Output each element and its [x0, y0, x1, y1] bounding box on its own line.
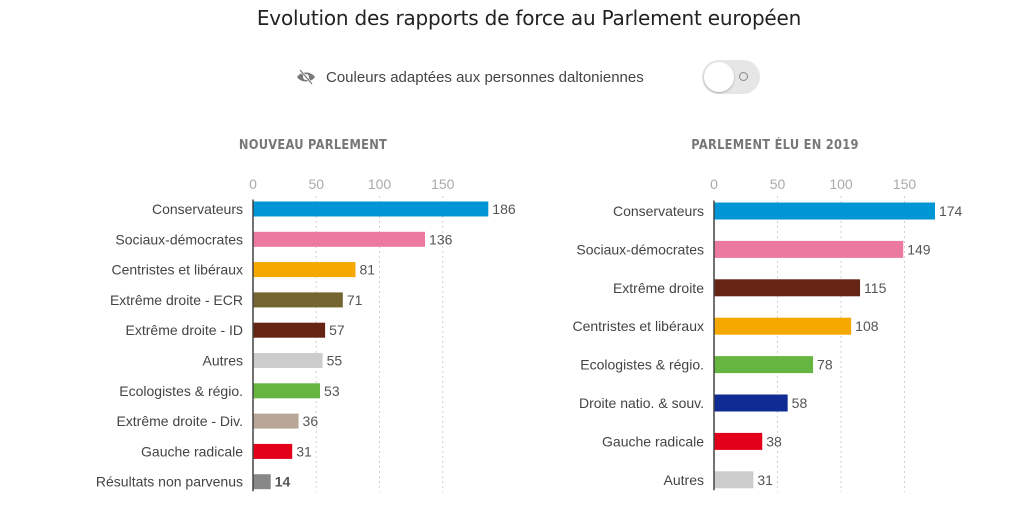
category-label: Ecologistes & régio.	[580, 357, 704, 373]
colorblind-option: Couleurs adaptées aux personnes daltonie…	[296, 62, 644, 92]
tick-label: 0	[249, 176, 257, 192]
category-label: Conservateurs	[152, 201, 243, 217]
toggle-knob	[704, 62, 734, 92]
category-label: Gauche radicale	[602, 433, 704, 449]
tick-label: 0	[710, 176, 718, 192]
value-label: 55	[327, 353, 343, 369]
value-label: 71	[347, 292, 363, 308]
bar[interactable]	[253, 201, 489, 217]
category-label: Résultats non parvenus	[96, 474, 243, 490]
bar[interactable]	[253, 443, 293, 459]
category-label: Centristes et libéraux	[111, 262, 243, 278]
bar[interactable]	[714, 394, 788, 412]
value-label: 115	[864, 280, 887, 296]
bar[interactable]	[253, 474, 271, 490]
category-label: Gauche radicale	[141, 443, 243, 459]
value-label: 57	[329, 322, 345, 338]
colorblind-label: Couleurs adaptées aux personnes daltonie…	[326, 68, 644, 86]
category-label: Centristes et libéraux	[572, 318, 704, 334]
value-label: 81	[359, 262, 375, 278]
value-label: 31	[296, 443, 312, 459]
tick-label: 100	[368, 176, 392, 192]
value-label: 58	[792, 395, 808, 411]
bar[interactable]	[253, 383, 321, 399]
bar[interactable]	[253, 262, 356, 278]
bar[interactable]	[714, 471, 754, 489]
chart-2019: 0 50 100 150 Conservateurs 174 Sociaux-démocra…	[572, 176, 963, 492]
category-label: Sociaux-démocrates	[115, 231, 243, 247]
tick-label: 50	[770, 176, 786, 192]
value-label: 136	[429, 231, 453, 247]
value-label: 53	[324, 383, 340, 399]
chart-new: 0 50 100 150 Conservateurs 186 Sociaux-démocra…	[96, 176, 516, 492]
bar[interactable]	[714, 279, 861, 297]
category-label: Autres	[664, 472, 704, 488]
bar[interactable]	[253, 322, 326, 338]
bar[interactable]	[253, 292, 343, 308]
value-label: 186	[492, 201, 516, 217]
value-label: 31	[757, 472, 773, 488]
bar[interactable]	[714, 356, 814, 374]
category-label: Extrême droite	[613, 280, 704, 296]
value-label: 108	[855, 318, 879, 334]
colorblind-toggle[interactable]	[702, 60, 760, 94]
bar[interactable]	[714, 240, 904, 258]
toggle-off-indicator-icon	[739, 72, 748, 81]
bar[interactable]	[253, 353, 323, 368]
eye-slash-icon	[297, 69, 315, 85]
bar[interactable]	[714, 202, 935, 220]
bar[interactable]	[714, 317, 852, 335]
value-label: 14	[275, 474, 291, 490]
category-label: Sociaux-démocrates	[576, 241, 704, 257]
bar[interactable]	[714, 432, 763, 450]
bar[interactable]	[253, 231, 426, 247]
value-label: 149	[907, 241, 931, 257]
tick-label: 50	[308, 176, 324, 192]
value-label: 78	[817, 357, 833, 373]
chart-title-new-parliament: NOUVEAU PARLEMENT	[238, 138, 388, 153]
bar[interactable]	[253, 413, 299, 429]
tick-label: 150	[431, 176, 455, 192]
category-label: Droite natio. & souv.	[579, 395, 704, 411]
value-label: 38	[766, 433, 782, 449]
tick-label: 150	[893, 176, 917, 192]
category-label: Autres	[203, 353, 243, 369]
value-label: 36	[303, 413, 319, 429]
tick-label: 100	[829, 176, 853, 192]
category-label: Extrême droite - Div.	[116, 413, 243, 429]
category-label: Ecologistes & régio.	[119, 383, 243, 399]
category-label: Extrême droite - ID	[126, 322, 243, 338]
category-label: Extrême droite - ECR	[110, 292, 243, 308]
category-label: Conservateurs	[613, 203, 704, 219]
value-label: 174	[939, 203, 963, 219]
chart-title-2019-parliament: PARLEMENT ÉLU EN 2019	[691, 138, 859, 153]
page-title: Evolution des rapports de force au Parle…	[256, 6, 802, 30]
